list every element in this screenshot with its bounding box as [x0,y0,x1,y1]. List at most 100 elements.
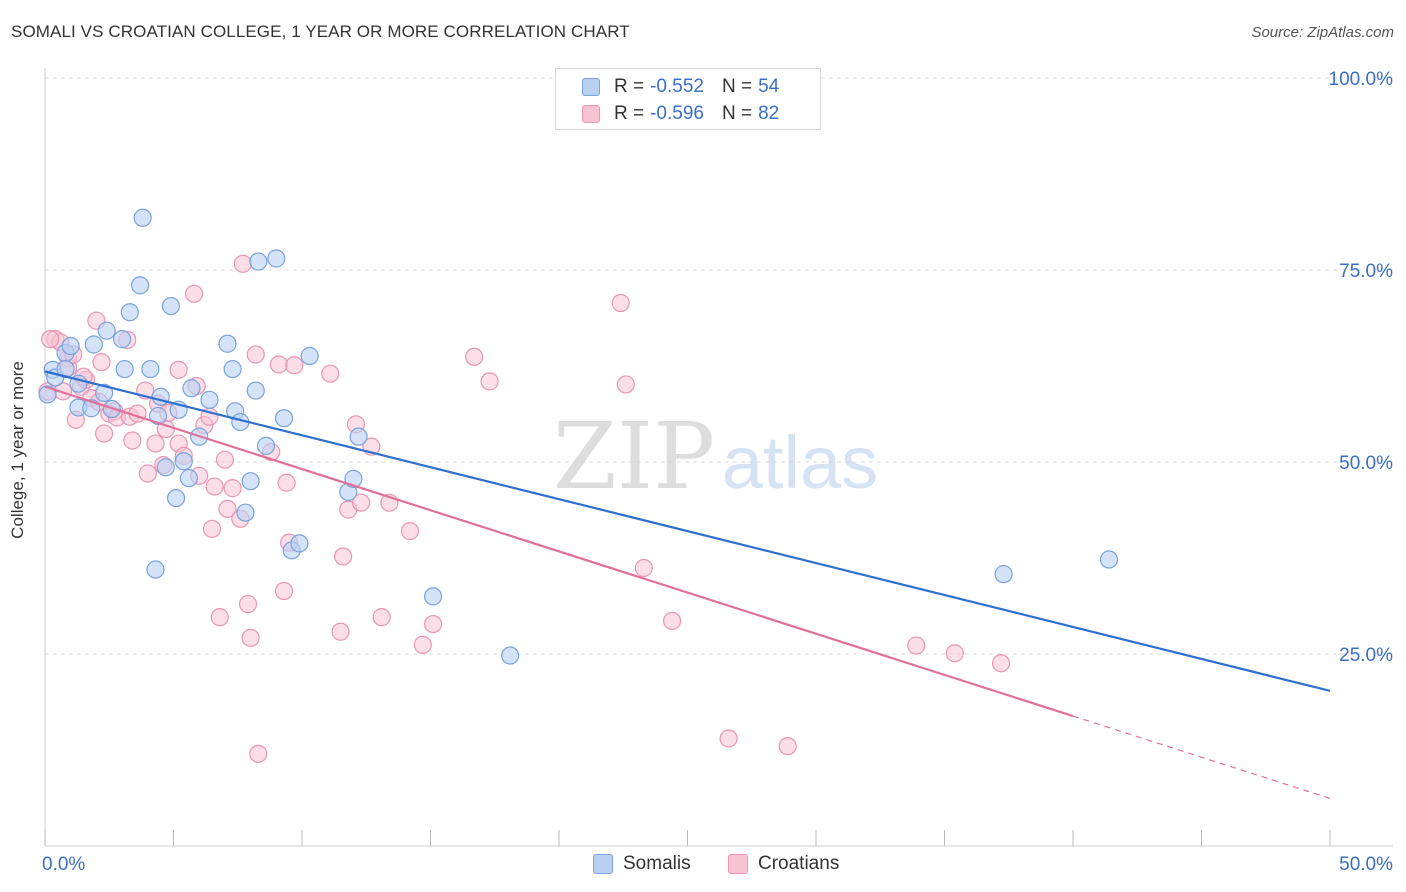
croatian-point [241,628,260,647]
somali-point [241,472,260,491]
croatian-point [662,611,682,631]
somali-point [130,276,150,295]
croatian-point [334,547,353,566]
somali-point [61,336,80,356]
legend-row-croatians: R = -0.596 N = 82 [582,102,779,126]
croatian-point [215,450,234,469]
legend-n-value: 82 [758,103,780,124]
somali-point [97,321,116,340]
croatian-legend-swatch [728,854,748,874]
y-tick-label: 50.0% [1339,453,1393,474]
croatian-point [372,608,391,627]
somali-swatch [582,78,600,96]
source-label: Source: ZipAtlas.com [1251,24,1394,41]
somali-point [84,335,103,354]
somali-point [161,296,181,316]
somali-point [256,436,276,455]
croatian-point [465,347,484,366]
croatian-point [223,479,242,498]
croatian-point [611,293,630,313]
somali-point [133,208,152,227]
croatian-trendline [44,385,1074,718]
somali-point [423,587,443,606]
croatian-point [184,284,204,303]
somali-point [200,390,219,409]
axes [44,68,1393,847]
croatian-point [218,499,237,518]
croatian-point [616,375,635,394]
croatian-point [95,424,114,443]
croatian-point [123,431,142,450]
trendlines [44,370,1331,799]
croatian-point [41,330,60,349]
croatian-point [719,729,738,748]
somali-point [179,469,199,488]
legend-r-value: -0.552 [650,76,704,97]
somali-trendline [44,370,1331,692]
legend-n-label: N = [721,76,753,97]
legend-row-somalis: R = -0.552 N = 54 [582,75,779,99]
somali-point [246,381,265,400]
somali-point [274,409,294,428]
croatian-point [277,473,296,492]
croatian-point [285,356,304,375]
watermark-atlas: atlas [722,421,878,504]
somali-point [218,334,237,353]
somali-point [38,385,57,404]
croatian-trendline-extension [1072,715,1331,799]
somali-point [112,330,132,349]
x-tick-label: 50.0% [1339,854,1393,875]
croatian-legend-label: Croatians [758,853,840,874]
legend-r-label: R = [614,76,645,97]
gridlines [45,77,1393,655]
croatian-point [907,636,926,655]
series-croatians [38,254,1011,763]
somali-point [249,252,268,271]
somali-point [1099,550,1119,569]
croatian-point [210,608,229,627]
somali-legend-label: Somalis [623,853,691,874]
somali-point [236,503,255,522]
croatian-swatch [582,105,600,123]
croatian-point [321,364,340,383]
croatian-point [205,477,224,496]
croatian-point [352,493,371,512]
bottom-legend-croatians: Croatians [728,851,839,877]
croatian-point [634,558,653,578]
croatian-point [991,654,1011,673]
tick-labels: 0.0% 50.0% 25.0% 50.0% 75.0% 100.0% [42,69,1393,875]
somali-point [174,452,193,471]
somali-point [267,249,286,268]
croatian-point [202,519,222,538]
croatian-point [238,594,258,614]
somali-point [300,346,319,366]
croatian-point [413,635,432,654]
legend-n-value: 54 [758,76,780,97]
croatian-point [249,744,268,763]
legend-n-label: N = [721,103,753,124]
somali-point [115,359,134,379]
watermark-zip: ZIP [553,403,715,510]
croatian-point [269,355,288,374]
croatian-point [778,737,797,756]
y-axis-title-wrap: College, 1 year or more [8,361,28,547]
croatian-point [274,581,294,601]
somali-point [182,379,201,398]
somali-point [156,458,175,477]
croatian-point [92,353,111,372]
somali-point [290,534,309,553]
somali-point [349,427,368,446]
croatian-point [246,345,265,364]
y-tick-label: 25.0% [1339,645,1393,666]
croatian-point [169,360,188,379]
somali-point [223,359,242,379]
somali-point [120,303,139,322]
watermark: ZIP atlas [553,403,878,510]
croatian-point [400,522,420,541]
somali-legend-swatch [593,854,613,874]
croatian-point [945,644,964,663]
correlation-legend: R = -0.552 N = 54 R = -0.596 N = 82 [555,68,821,130]
croatian-point [480,372,499,391]
croatian-point [138,464,157,483]
